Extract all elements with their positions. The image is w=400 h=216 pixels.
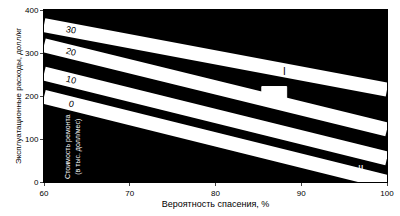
svg-text:400: 400	[25, 6, 39, 15]
svg-text:80: 80	[211, 189, 220, 198]
svg-text:20: 20	[65, 46, 77, 58]
svg-text:Стоимость ремонта(в тыс. долл/: Стоимость ремонта(в тыс. долл/мес)	[64, 114, 81, 178]
svg-text:I: I	[283, 66, 286, 77]
svg-text:Вероятность спасения, %: Вероятность спасения, %	[162, 199, 270, 209]
svg-text:30: 30	[65, 24, 77, 36]
svg-text:60: 60	[40, 189, 49, 198]
svg-text:Эксплуатационные расходы, долл: Эксплуатационные расходы, долл/кг	[14, 28, 23, 164]
svg-text:10: 10	[65, 74, 77, 86]
svg-text:II: II	[358, 164, 364, 175]
svg-text:90: 90	[297, 189, 306, 198]
svg-text:70: 70	[125, 189, 134, 198]
svg-text:200: 200	[25, 92, 39, 101]
svg-text:0: 0	[34, 178, 39, 187]
svg-text:0: 0	[68, 99, 75, 110]
svg-text:300: 300	[25, 49, 39, 58]
svg-text:100: 100	[380, 189, 394, 198]
svg-text:100: 100	[25, 135, 39, 144]
